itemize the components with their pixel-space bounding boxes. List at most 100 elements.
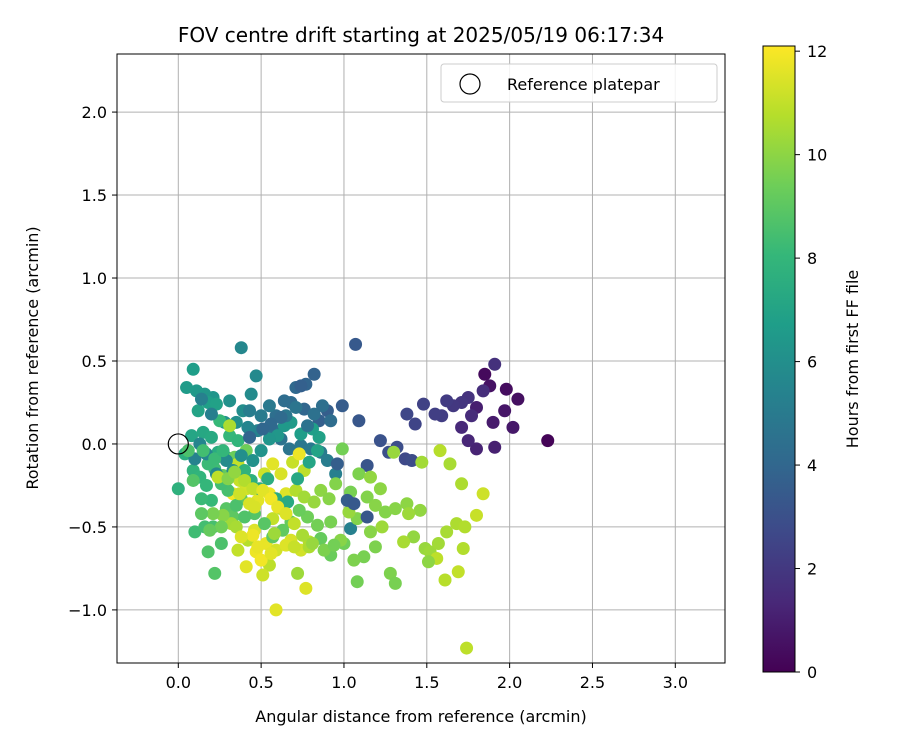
- data-point: [274, 410, 288, 424]
- data-point: [254, 444, 268, 458]
- data-point: [329, 477, 343, 491]
- data-point: [476, 487, 490, 501]
- colorbar-gradient: [762, 45, 796, 673]
- data-point: [440, 394, 454, 408]
- data-point: [254, 553, 268, 567]
- data-point: [397, 535, 411, 549]
- data-point: [335, 399, 349, 413]
- data-point: [349, 337, 363, 351]
- data-point: [269, 603, 283, 617]
- legend-marker-icon: [459, 73, 481, 95]
- data-point: [208, 566, 222, 580]
- x-tick-label: 2.0: [497, 673, 522, 692]
- data-point: [194, 392, 208, 406]
- data-point: [322, 492, 336, 506]
- y-tick-label: −1.0: [68, 601, 107, 620]
- data-point: [234, 341, 248, 355]
- data-point: [357, 550, 371, 564]
- data-point: [204, 430, 218, 444]
- data-point: [451, 565, 465, 579]
- data-point: [400, 407, 414, 421]
- data-point: [387, 445, 401, 459]
- data-point: [352, 467, 366, 481]
- data-point: [274, 467, 288, 481]
- data-points: [171, 337, 555, 655]
- data-point: [181, 444, 195, 458]
- data-point: [413, 503, 427, 517]
- data-point: [307, 407, 321, 421]
- data-point: [310, 444, 324, 458]
- data-point: [297, 490, 311, 504]
- data-point: [433, 444, 447, 458]
- data-point: [415, 455, 429, 469]
- data-point: [431, 537, 445, 551]
- data-point: [310, 518, 324, 532]
- data-point: [291, 472, 305, 486]
- plot-frame: [116, 53, 726, 664]
- data-point: [239, 560, 253, 574]
- data-point: [428, 407, 442, 421]
- y-tick-label: 0.5: [82, 352, 107, 371]
- data-point: [243, 430, 257, 444]
- data-point: [238, 464, 252, 478]
- x-axis-ticks: 0.0 0.5 1.0 1.5 2.0 2.5 3.0: [166, 663, 688, 692]
- x-tick-label: 3.0: [663, 673, 688, 692]
- data-point: [388, 502, 402, 516]
- data-point: [204, 493, 218, 507]
- data-point: [400, 497, 414, 511]
- data-point: [499, 382, 513, 396]
- data-point: [199, 478, 213, 492]
- data-point: [402, 507, 416, 521]
- data-point: [267, 527, 281, 541]
- data-point: [289, 400, 303, 414]
- data-point: [231, 434, 245, 448]
- data-point: [344, 522, 358, 536]
- data-point: [194, 507, 208, 521]
- data-point: [352, 414, 366, 428]
- colorbar-tick-label: 8: [807, 249, 817, 268]
- data-point: [469, 508, 483, 522]
- data-point: [234, 530, 248, 544]
- data-point: [216, 508, 230, 522]
- data-point: [266, 457, 280, 471]
- data-point: [373, 434, 387, 448]
- data-point: [307, 367, 321, 381]
- data-point: [281, 495, 295, 509]
- data-point: [317, 543, 331, 557]
- data-point: [330, 457, 344, 471]
- data-point: [302, 455, 316, 469]
- data-point: [234, 449, 248, 463]
- data-point: [307, 495, 321, 509]
- data-point: [196, 444, 210, 458]
- colorbar-tick-label: 10: [807, 146, 827, 165]
- data-point: [203, 523, 217, 537]
- x-tick-label: 1.5: [414, 673, 439, 692]
- data-point: [314, 483, 328, 497]
- data-point: [214, 520, 228, 534]
- data-point: [350, 575, 364, 589]
- data-point: [363, 525, 377, 539]
- data-point: [421, 555, 435, 569]
- data-point: [229, 498, 243, 512]
- colorbar-label: Hours from first FF file: [843, 270, 862, 449]
- data-point: [185, 429, 199, 443]
- data-point: [246, 482, 260, 496]
- data-point: [246, 528, 260, 542]
- data-point: [320, 454, 334, 468]
- data-point: [438, 573, 452, 587]
- data-point: [216, 444, 230, 458]
- data-point: [469, 442, 483, 456]
- data-point: [327, 538, 341, 552]
- data-point: [262, 432, 276, 446]
- data-point: [405, 454, 419, 468]
- legend: Reference platepar: [440, 63, 718, 103]
- colorbar: 0 2 4 6 8 10 12 Hours from first FF file: [762, 42, 862, 682]
- data-point: [233, 487, 247, 501]
- data-point: [416, 397, 430, 411]
- data-point: [229, 520, 243, 534]
- data-point: [488, 357, 502, 371]
- data-point: [191, 404, 205, 418]
- data-point: [261, 472, 275, 486]
- data-point: [378, 505, 392, 519]
